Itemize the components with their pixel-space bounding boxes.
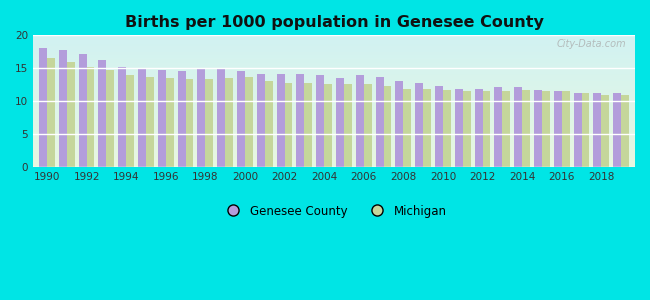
Bar [474, 89, 482, 167]
Bar [39, 49, 47, 167]
Bar [621, 95, 629, 167]
Bar [423, 89, 431, 167]
Bar [47, 58, 55, 167]
Bar [542, 91, 550, 167]
Bar [304, 83, 312, 167]
Bar [277, 74, 285, 167]
Bar [404, 89, 411, 167]
Bar [205, 79, 213, 167]
Bar [146, 77, 154, 167]
Bar [265, 81, 273, 167]
Bar [126, 76, 134, 167]
Bar [98, 60, 107, 167]
Bar [364, 84, 372, 167]
Bar [376, 77, 384, 167]
Bar [443, 90, 451, 167]
Bar [225, 78, 233, 167]
Bar [344, 84, 352, 167]
Bar [296, 74, 304, 167]
Bar [455, 89, 463, 167]
Bar [593, 93, 601, 167]
Bar [324, 84, 332, 167]
Bar [415, 83, 423, 167]
Bar [198, 69, 205, 167]
Text: City-Data.com: City-Data.com [556, 39, 626, 49]
Bar [495, 87, 502, 167]
Bar [237, 71, 245, 167]
Bar [245, 77, 253, 167]
Bar [582, 93, 590, 167]
Bar [336, 78, 344, 167]
Bar [118, 67, 126, 167]
Bar [59, 50, 67, 167]
Bar [463, 91, 471, 167]
Bar [514, 87, 522, 167]
Bar [435, 86, 443, 167]
Bar [257, 74, 265, 167]
Bar [384, 86, 391, 167]
Bar [601, 94, 609, 167]
Bar [138, 68, 146, 167]
Bar [482, 91, 491, 167]
Bar [217, 68, 225, 167]
Bar [522, 90, 530, 167]
Bar [613, 93, 621, 167]
Bar [79, 54, 86, 167]
Bar [166, 78, 174, 167]
Bar [185, 79, 194, 167]
Bar [177, 71, 185, 167]
Bar [317, 76, 324, 167]
Bar [67, 62, 75, 167]
Bar [158, 70, 166, 167]
Bar [554, 91, 562, 167]
Bar [395, 81, 404, 167]
Bar [502, 91, 510, 167]
Bar [285, 83, 292, 167]
Bar [562, 91, 569, 167]
Title: Births per 1000 population in Genesee County: Births per 1000 population in Genesee Co… [125, 15, 543, 30]
Bar [356, 76, 364, 167]
Legend: Genesee County, Michigan: Genesee County, Michigan [217, 200, 451, 222]
Bar [534, 90, 542, 167]
Bar [107, 70, 114, 167]
Bar [573, 93, 582, 167]
Bar [86, 67, 94, 167]
